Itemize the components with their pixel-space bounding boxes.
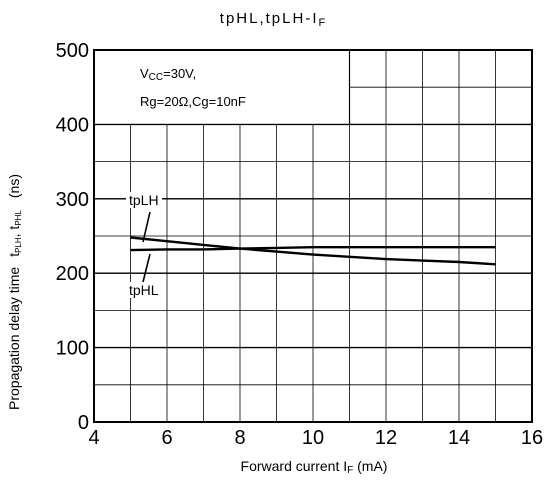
leader-line-tphl — [142, 253, 151, 283]
x-tick-label: 16 — [521, 427, 543, 449]
series-label-tphl: tpHL — [126, 282, 162, 298]
y-axis-label: Propagation delay timetPLH, tPHL(ns) — [6, 173, 23, 410]
x-tick-labels: 4 6 8 10 12 14 16 — [88, 427, 543, 449]
y-tick-label: 200 — [56, 263, 89, 285]
y-tick-label: 400 — [56, 114, 89, 136]
y-tick-label: 0 — [78, 412, 89, 434]
series-line-tplh — [130, 236, 496, 266]
series-line-tphl — [130, 245, 496, 252]
x-tick-label: 6 — [161, 427, 172, 449]
series-label-tplh: tpLH — [126, 192, 162, 208]
x-tick-label: 14 — [448, 427, 470, 449]
x-tick-label: 10 — [302, 427, 324, 449]
x-tick-label: 4 — [88, 427, 99, 449]
y-tick-labels: 0 100 200 300 400 500 — [56, 40, 89, 434]
series-group — [130, 236, 496, 266]
label-leaders — [142, 211, 151, 283]
leader-line-tplh — [142, 211, 151, 243]
y-tick-label: 500 — [56, 40, 89, 62]
y-tick-label: 300 — [56, 189, 89, 211]
condition-rg-cg: Rg=20Ω,Cg=10nF — [140, 94, 246, 109]
plot-frame — [93, 49, 533, 423]
x-tick-label: 12 — [375, 427, 397, 449]
chart-title: tpHL,tpLH-IF — [219, 10, 327, 29]
condition-vcc: VCC=30V, — [140, 66, 197, 83]
x-axis-label: Forward current IF (mA) — [240, 458, 388, 476]
x-tick-label: 8 — [234, 427, 245, 449]
y-tick-label: 100 — [56, 338, 89, 360]
conditions-box — [93, 49, 351, 126]
